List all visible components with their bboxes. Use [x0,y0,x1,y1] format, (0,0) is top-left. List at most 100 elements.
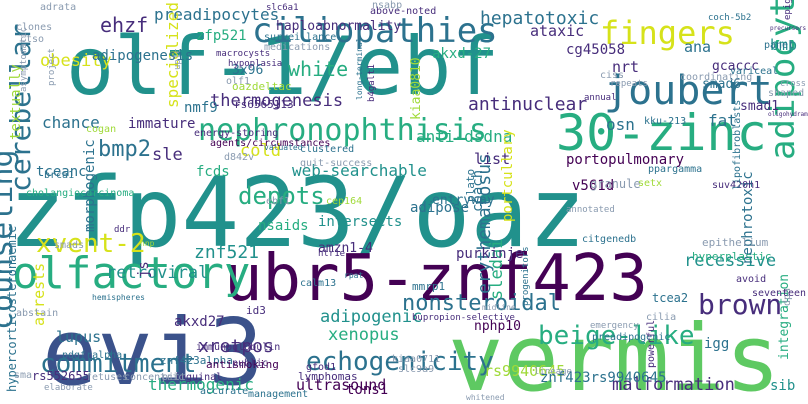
cloud-word: nephronophthisis [198,113,487,148]
cloud-word: pdgfralpha [62,350,122,361]
cloud-word: oligohydramnios [768,111,808,118]
cloud-word: thermogenic [148,375,254,394]
cloud-word: emergency [590,321,639,331]
cloud-word: arrests [30,263,48,326]
cloud-word: portopulmonary [566,152,684,168]
cloud-word: nmf9 [184,100,218,116]
cloud-word: coordinating [680,72,752,83]
cloud-word: intersects [318,214,402,230]
cloud-word: medications [264,42,330,53]
cloud-word: lupus [56,328,101,346]
cloud-word: ubr5-znf423 [224,242,648,316]
cloud-word: antismoking [206,358,279,371]
cloud-word: epigenomic [783,0,793,20]
cloud-word: gcaccc [712,59,759,74]
cloud-word: dpa [782,288,793,306]
cloud-word: kiaa0810 [409,57,424,120]
cloud-word: brca1 [44,170,74,181]
cloud-word: znf521 [194,242,259,263]
cloud-word: adipogenic [320,307,422,327]
cloud-word: nrt [612,58,639,76]
cloud-word: vermis [448,305,780,404]
cloud-word: immunoglobulin [196,342,280,353]
cloud-word: fcds [196,164,230,180]
cloud-word: amzn1-4 [318,241,373,256]
cloud-word: smad6 [702,77,741,92]
cloud-word: smads [54,240,84,251]
cloud-word: 3x96 [232,63,263,78]
cloud-word: inguinal [174,372,222,383]
cloud-word: ciss [600,70,624,81]
cloud-word: 30-zinc [556,104,767,162]
cloud-word: thermogenesis [210,91,343,111]
cloud-word: anti-dsdna [416,127,512,146]
cloud-word: malformation [612,375,735,395]
cloud-word: antinuclear [468,94,587,115]
cloud-word: ana [684,38,711,56]
cloud-word: plato [464,169,477,202]
cloud-word: cerebellar [4,23,37,192]
cloud-word: erythematosus [474,153,495,294]
cloud-word: specialized [163,2,182,108]
cloud-word: ciliopathies [252,11,498,51]
cloud-word: lymphomas [298,370,358,383]
cloud-word: tceanc [36,164,87,180]
cloud-word: bmp [770,36,797,54]
cloud-word: sib [770,378,795,394]
cloud-word: variceal [730,66,778,77]
cloud-word: xretpos [198,336,274,357]
cloud-word: ultrasound [296,376,386,394]
cloud-word: fingers [600,14,735,52]
cloud-word: js [136,261,152,278]
cloud-word: tcea2 [652,291,688,305]
cloud-word: agents/circumstances [210,138,330,149]
cloud-word: ppargamma [648,164,702,175]
cloud-word: valuated [264,143,303,152]
cloud-word: akxd27 [174,314,225,330]
cloud-word: precursors [770,25,807,32]
cloud-word: oazdeltac [232,80,292,93]
cloud-word: coach [470,170,486,212]
cloud-word: portcullary [500,129,516,222]
cloud-word: concentric [124,372,184,383]
cloud-word: recessive [684,251,776,271]
cloud-word: powerful [646,320,657,368]
cloud-word: adipose [410,200,469,216]
cloud-word: beige-like [538,321,695,351]
cloud-word: elaborate [44,383,93,393]
cloud-word: obesity [40,51,112,71]
cloud-word: immature [128,116,195,132]
cloud-word: lipofibroblasts [732,100,743,190]
cloud-word: whitened [466,393,505,402]
cloud-word: zfp423/oaz [8,157,586,269]
cloud-word: citgenedb [582,234,636,245]
cloud-word: coch-5b2 [708,13,751,23]
cloud-word: cold [240,141,281,161]
cloud-word: cogan [86,124,116,135]
cloud-word: tons1 [346,382,388,398]
cloud-word: cg45058 [566,42,625,58]
cloud-word: olf-1/ebf [66,20,499,113]
cloud-word: fetuses [86,372,128,383]
cloud-word: public [232,358,268,369]
cloud-word: bupropion-selective [412,313,515,323]
cloud-word: purkinje [456,246,523,262]
cloud-word: chance [42,113,100,132]
cloud-word: olf1 [226,76,250,87]
cloud-word: macrocysts [216,49,270,59]
cloud-word: asymptomatic [19,27,29,92]
cloud-word: slc6a1 [266,3,299,13]
cloud-word: cep164 [326,196,362,207]
cloud-word: slc9a9 [398,364,434,375]
cloud-word: project [47,48,57,86]
cloud-word: integration [777,274,792,360]
cloud-word: htr1e [318,249,345,259]
cloud-word: fat [708,111,737,130]
cloud-word: znf423rs9940645 [540,370,666,386]
cloud-word: energy-storing [194,128,278,139]
cloud-word: rpat [344,271,363,280]
cloud-word: hemispheres [92,293,145,302]
cloud-word: hnp [140,239,155,248]
